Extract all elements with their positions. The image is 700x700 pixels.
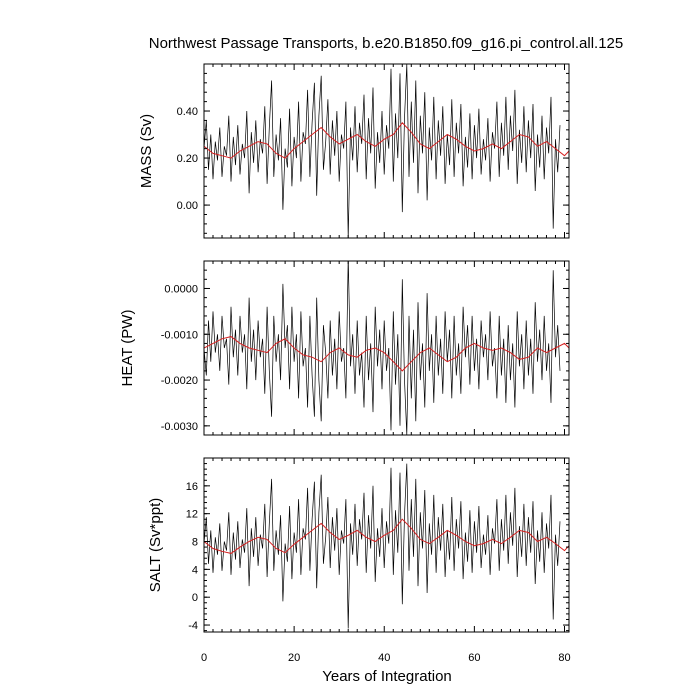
x-tick-label: 40 <box>378 652 390 664</box>
salt-y-axis-label: SALT (Sv*ppt) <box>147 498 164 592</box>
salt-y-tick-label: 0 <box>192 592 198 604</box>
panel-mass: 0.00 0.20 0.40 MASS (Sv) <box>138 63 570 239</box>
salt-plot-frame <box>203 457 570 633</box>
heat-raw-series-line <box>204 261 561 435</box>
salt-y-tick-label: -4 <box>188 620 198 632</box>
heat-y-axis-label: HEAT (PW) <box>119 310 136 387</box>
x-tick-label: 20 <box>288 652 300 664</box>
salt-smoothed-series-line <box>204 518 569 554</box>
mass-y-tick-label: 0.40 <box>177 106 198 118</box>
heat-y-tick-label: -0.0030 <box>161 421 198 433</box>
mass-y-axis-label: MASS (Sv) <box>138 114 155 188</box>
heat-y-tick-label: -0.0010 <box>161 329 198 341</box>
mass-smoothed-series-line <box>204 122 569 159</box>
heat-plot-frame <box>203 260 570 436</box>
heat-y-tick-label: 0.0000 <box>164 283 198 295</box>
mass-plot-frame <box>203 63 570 239</box>
panel-salt: -4 0 4 8 12 16 SALT (Sv*ppt) <box>147 457 570 633</box>
mass-y-tick-label: 0.20 <box>177 153 198 165</box>
x-tick-label: 0 <box>201 652 207 664</box>
salt-raw-series-line <box>204 463 561 629</box>
panels: 0.00 0.20 0.40 MASS (Sv) 0.0000 -0.0010 -0.002… <box>119 63 571 664</box>
chart-title: Northwest Passage Transports, b.e20.B185… <box>149 35 623 52</box>
salt-y-tick-label: 16 <box>186 481 198 493</box>
x-tick-label: 80 <box>558 652 570 664</box>
heat-y-tick-label: -0.0020 <box>161 375 198 387</box>
x-tick-label: 60 <box>468 652 480 664</box>
mass-y-tick-label: 0.00 <box>177 200 198 212</box>
panel-heat: 0.0000 -0.0010 -0.0020 -0.0030 HEAT (PW) <box>119 260 570 436</box>
salt-y-tick-label: 12 <box>186 509 198 521</box>
heat-smoothed-series-line <box>204 336 569 372</box>
salt-y-tick-label: 4 <box>192 564 198 576</box>
salt-y-tick-label: 8 <box>192 537 198 549</box>
mass-raw-series-line <box>204 64 561 238</box>
x-axis-label: Years of Integration <box>322 668 452 685</box>
